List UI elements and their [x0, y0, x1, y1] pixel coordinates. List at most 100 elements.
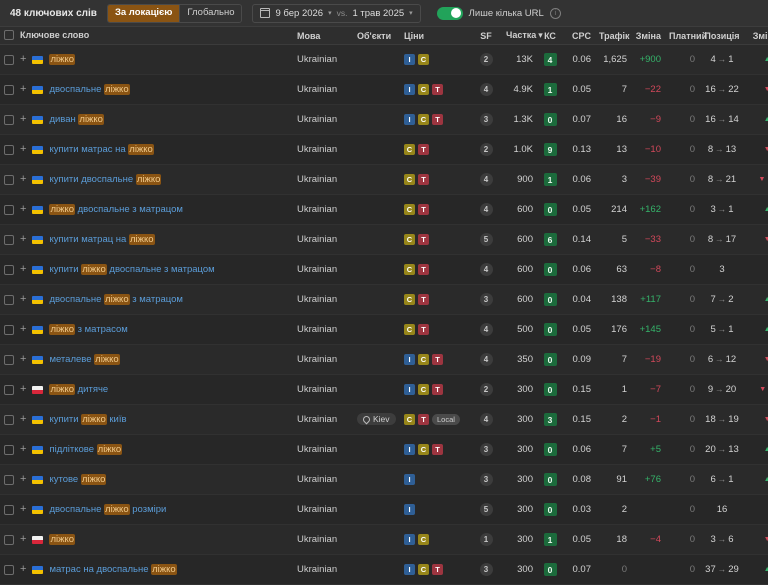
multi-url-toggle-group[interactable]: Лише кілька URL i [436, 6, 561, 20]
row-checkbox[interactable] [4, 294, 14, 305]
location-badge[interactable]: Kiev [357, 413, 396, 426]
col-header-kd[interactable]: КС [537, 27, 563, 45]
row-checkbox[interactable] [4, 144, 14, 155]
intent-badge-t[interactable]: T [418, 204, 429, 215]
col-header-position-change[interactable]: Зміна [745, 27, 768, 45]
col-header-entities[interactable]: Об'єкти [353, 27, 400, 45]
scope-option-global[interactable]: Глобально [179, 4, 242, 22]
intent-badge-i[interactable]: I [404, 504, 415, 515]
intent-badge-t[interactable]: T [432, 354, 443, 365]
row-checkbox[interactable] [4, 474, 14, 485]
table-row[interactable]: + металеве ліжко Ukrainian I C T 4 350 0 0.09 7 −19… [0, 344, 768, 375]
table-row[interactable]: + купити ліжко двоспальне з матрацом Ukrai… [0, 254, 768, 285]
add-keyword-icon[interactable]: + [20, 353, 27, 365]
scope-option-by-location[interactable]: За локацією [107, 4, 180, 22]
info-icon[interactable]: i [549, 7, 561, 19]
intent-badge-c[interactable]: C [404, 144, 415, 155]
table-row[interactable]: + ліжко Ukrainian I C 2 13K 4 0.06 1,625 +900 0 4 → 1 ▲… [0, 44, 768, 75]
intent-badge-c[interactable]: C [418, 354, 429, 365]
table-row[interactable]: + купити матрац на ліжко Ukrainian C T 5 600 6 0… [0, 224, 768, 255]
chevron-down-icon-compare[interactable]: ▾ [409, 10, 413, 17]
intent-badge-c[interactable]: C [404, 324, 415, 335]
keyword-link[interactable]: ліжко з матрасом [49, 324, 128, 335]
add-keyword-icon[interactable]: + [20, 53, 27, 65]
intent-badge-local[interactable]: Local [432, 414, 460, 425]
row-checkbox[interactable] [4, 504, 14, 515]
keyword-link[interactable]: ліжко дитяче [49, 384, 108, 395]
table-row[interactable]: + двоспальне ліжко Ukrainian I C T 4 4.9K 1 0.05 7… [0, 74, 768, 105]
col-header-position[interactable]: Позиція [699, 27, 745, 45]
intent-badge-t[interactable]: T [432, 564, 443, 575]
intent-badge-c[interactable]: C [418, 384, 429, 395]
add-keyword-icon[interactable]: + [20, 473, 27, 485]
add-keyword-icon[interactable]: + [20, 503, 27, 515]
intent-badge-t[interactable]: T [432, 114, 443, 125]
keyword-link[interactable]: ліжко [49, 534, 75, 545]
col-header-paid[interactable]: Платний [665, 27, 707, 45]
intent-badge-t[interactable]: T [418, 174, 429, 185]
keyword-link[interactable]: двоспальне ліжко [49, 84, 130, 95]
intent-badge-c[interactable]: C [418, 564, 429, 575]
intent-badge-t[interactable]: T [418, 324, 429, 335]
intent-badge-t[interactable]: T [432, 384, 443, 395]
keyword-link[interactable]: двоспальне ліжко з матрацом [49, 294, 183, 305]
intent-badge-t[interactable]: T [418, 294, 429, 305]
intent-badge-c[interactable]: C [418, 54, 429, 65]
add-keyword-icon[interactable]: + [20, 113, 27, 125]
keyword-link[interactable]: підліткове ліжко [49, 444, 123, 455]
table-row[interactable]: + кутове ліжко Ukrainian I 3 300 0 0.08 91 +76 0 6 →… [0, 464, 768, 495]
keyword-link[interactable]: купити ліжко київ [49, 414, 127, 425]
table-row[interactable]: + ліжко з матрасом Ukrainian C T 4 500 0 0.05 176… [0, 314, 768, 345]
scope-segmented-control[interactable]: За локацією Глобально [106, 3, 243, 23]
row-checkbox[interactable] [4, 264, 14, 275]
row-checkbox[interactable] [4, 174, 14, 185]
add-keyword-icon[interactable]: + [20, 533, 27, 545]
add-keyword-icon[interactable]: + [20, 203, 27, 215]
col-header-traffic-change[interactable]: Зміна [631, 27, 665, 45]
table-row[interactable]: + матрас на двоспальне ліжко Ukrainian I C T 3… [0, 554, 768, 585]
row-checkbox[interactable] [4, 414, 14, 425]
table-row[interactable]: + диван ліжко Ukrainian I C T 3 1.3K 0 0.07 16 −9 0 1… [0, 104, 768, 135]
intent-badge-c[interactable]: C [404, 264, 415, 275]
col-header-cpc[interactable]: CPC [563, 27, 595, 45]
intent-badge-i[interactable]: I [404, 114, 415, 125]
intent-badge-i[interactable]: I [404, 354, 415, 365]
table-row[interactable]: + ліжко дитяче Ukrainian I C T 2 300 0 0.15 1 −7 0 9 →… [0, 374, 768, 405]
intent-badge-c[interactable]: C [404, 294, 415, 305]
row-checkbox[interactable] [4, 354, 14, 365]
keyword-link[interactable]: купити матрац на ліжко [49, 234, 155, 245]
row-checkbox[interactable] [4, 324, 14, 335]
intent-badge-t[interactable]: T [418, 264, 429, 275]
keyword-link[interactable]: диван ліжко [49, 114, 104, 125]
intent-badge-t[interactable]: T [418, 414, 429, 425]
intent-badge-t[interactable]: T [418, 144, 429, 155]
add-keyword-icon[interactable]: + [20, 383, 27, 395]
multi-url-toggle[interactable] [436, 6, 463, 20]
col-header-traffic[interactable]: Трафік [595, 27, 631, 45]
chevron-down-icon[interactable]: ▾ [328, 10, 332, 17]
date-range-picker[interactable]: 9 бер 2026 ▾ vs. 1 трав 2025 ▾ [252, 3, 421, 23]
col-header-keyword[interactable]: Ключове слово [0, 27, 293, 45]
add-keyword-icon[interactable]: + [20, 83, 27, 95]
intent-badge-c[interactable]: C [418, 534, 429, 545]
col-header-language[interactable]: Мова [293, 27, 353, 45]
add-keyword-icon[interactable]: + [20, 293, 27, 305]
add-keyword-icon[interactable]: + [20, 263, 27, 275]
row-checkbox[interactable] [4, 534, 14, 545]
row-checkbox[interactable] [4, 54, 14, 65]
intent-badge-c[interactable]: C [418, 444, 429, 455]
intent-badge-c[interactable]: C [404, 414, 415, 425]
intent-badge-i[interactable]: I [404, 384, 415, 395]
add-keyword-icon[interactable]: + [20, 233, 27, 245]
keyword-link[interactable]: купити матрас на ліжко [49, 144, 154, 155]
table-row[interactable]: + двоспальне ліжко розміри Ukrainian I 5 300 0… [0, 494, 768, 525]
add-keyword-icon[interactable]: + [20, 413, 27, 425]
table-row[interactable]: + двоспальне ліжко з матрацом Ukrainian C T 3… [0, 284, 768, 315]
intent-badge-c[interactable]: C [418, 114, 429, 125]
table-row[interactable]: + підліткове ліжко Ukrainian I C T 3 300 0 0.06 7 +… [0, 434, 768, 465]
row-checkbox[interactable] [4, 384, 14, 395]
row-checkbox[interactable] [4, 444, 14, 455]
add-keyword-icon[interactable]: + [20, 443, 27, 455]
keyword-link[interactable]: ліжко двоспальне з матрацом [49, 204, 183, 215]
